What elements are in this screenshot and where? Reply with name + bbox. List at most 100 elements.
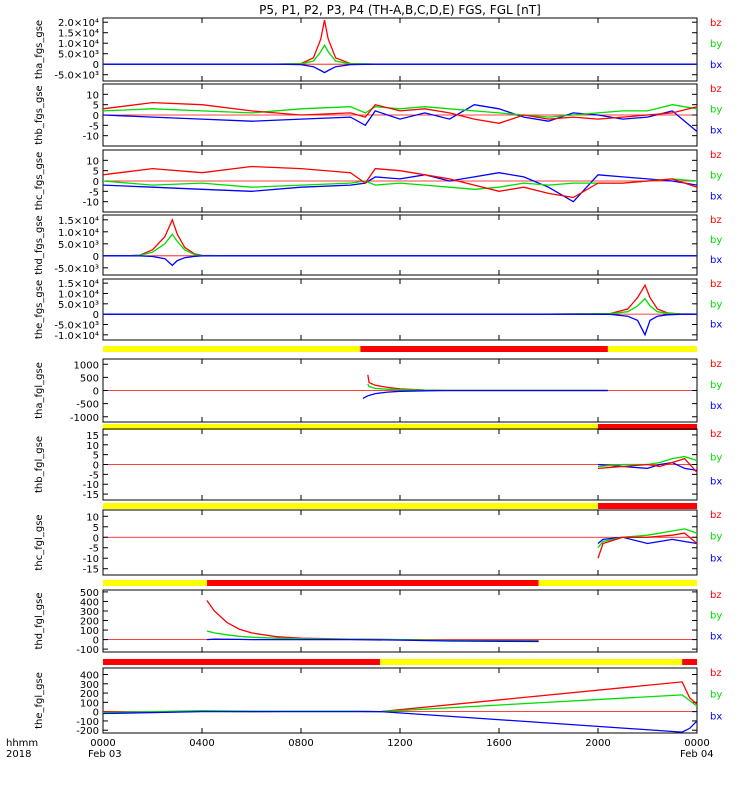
y-tick-label: 10 — [86, 156, 99, 167]
legend-by: by — [710, 453, 722, 464]
series-by — [597, 528, 698, 549]
legend-by: by — [710, 299, 722, 310]
y-tick-label: -500 — [76, 400, 99, 411]
y-tick-label: 10 — [86, 90, 99, 101]
series-bz — [103, 19, 697, 65]
y-tick-label: -5.0×10³ — [54, 264, 99, 275]
series-bx — [102, 172, 698, 203]
legend-bx: bx — [710, 60, 722, 71]
status-bar-segment — [206, 580, 539, 586]
status-bar-segment — [103, 503, 598, 509]
series-by — [103, 297, 698, 315]
series-bz — [102, 165, 698, 199]
y-tick-label: 1.5×10⁴ — [58, 279, 99, 290]
legend-bz: bz — [710, 215, 722, 226]
series-bx — [103, 313, 698, 337]
y-tick-label: -10 — [83, 198, 99, 209]
date-start: Feb 03 — [88, 749, 122, 760]
y-tick-label: -5 — [89, 544, 99, 555]
y-tick-label: 300 — [80, 607, 99, 618]
y-tick-label: -100 — [76, 717, 99, 728]
y-tick-label: 0 — [93, 177, 99, 188]
status-bar-segment — [103, 424, 598, 430]
series-bz — [597, 457, 698, 473]
panel-frame — [102, 667, 698, 734]
y-tick-label: 5.0×10³ — [58, 50, 99, 61]
legend-bz: bz — [710, 668, 722, 679]
y-tick-label: -1000 — [70, 413, 99, 424]
series-bz — [367, 374, 608, 392]
y-tick-label: -5.0×10³ — [54, 71, 99, 82]
y-tick-label: -5 — [89, 187, 99, 198]
legend-by: by — [710, 171, 722, 182]
status-bar-segment — [103, 580, 207, 586]
x-label-hhmm: hhmm — [6, 738, 38, 749]
y-tick-label: 5 — [93, 101, 99, 112]
series-bz — [597, 532, 698, 559]
x-tick-label: 1600 — [486, 738, 511, 749]
status-bar-segment — [682, 659, 697, 665]
y-tick-label: 5 — [93, 523, 99, 534]
y-tick-label: 0 — [93, 533, 99, 544]
series-bx — [206, 638, 539, 643]
x-tick-label: 2000 — [585, 738, 610, 749]
y-tick-label: 400 — [80, 671, 99, 682]
legend-bx: bx — [710, 476, 722, 487]
legend-bx: bx — [710, 711, 722, 722]
y-axis-label: thb_fgl_gse — [34, 436, 45, 493]
y-tick-label: -200 — [76, 726, 99, 737]
status-bar-segment — [360, 346, 608, 352]
x-tick-label: 0800 — [288, 738, 313, 749]
legend-bz: bz — [710, 429, 722, 440]
legend-bz: bz — [710, 18, 722, 29]
legend-by: by — [710, 39, 722, 50]
series-bx — [103, 63, 697, 74]
status-bar-segment — [598, 503, 697, 509]
x-tick-label: 0000 — [684, 738, 709, 749]
y-tick-label: -15 — [83, 565, 99, 576]
series-bx — [362, 389, 608, 399]
y-tick-label: 100 — [80, 626, 99, 637]
legend-bx: bx — [710, 401, 722, 412]
y-tick-label: 400 — [80, 597, 99, 608]
legend-bz: bz — [710, 279, 722, 290]
panel-frame — [102, 17, 698, 82]
y-tick-label: 10 — [86, 441, 99, 452]
legend-bx: bx — [710, 631, 722, 642]
y-tick-label: 1.0×10⁴ — [58, 289, 99, 300]
legend-by: by — [710, 235, 722, 246]
y-tick-label: 0 — [93, 461, 99, 472]
y-tick-label: 0 — [93, 387, 99, 398]
series-by — [102, 694, 698, 714]
y-tick-label: 200 — [80, 689, 99, 700]
panel-frame — [102, 214, 698, 276]
y-axis-label: the_fgs_gse — [34, 280, 45, 339]
series-bz — [103, 218, 697, 257]
y-tick-label: 0 — [93, 252, 99, 263]
legend-by: by — [710, 532, 722, 543]
series-by — [597, 455, 698, 468]
series-by — [102, 104, 698, 118]
x-label-year: 2018 — [6, 749, 31, 760]
status-bar-segment — [103, 346, 361, 352]
y-tick-label: 1000 — [74, 360, 99, 371]
y-tick-label: 0 — [93, 636, 99, 647]
y-tick-label: 5.0×10³ — [58, 240, 99, 251]
series-bz — [103, 283, 698, 315]
y-tick-label: 5.0×10³ — [58, 300, 99, 311]
status-bar-segment — [380, 659, 683, 665]
legend-bx: bx — [710, 320, 722, 331]
series-by — [102, 178, 698, 190]
legend-bz: bz — [710, 359, 722, 370]
legend-bx: bx — [710, 191, 722, 202]
legend-bx: bx — [710, 125, 722, 136]
legend-bz: bz — [710, 84, 722, 95]
y-tick-label: -15 — [83, 490, 99, 501]
series-bx — [103, 255, 697, 267]
